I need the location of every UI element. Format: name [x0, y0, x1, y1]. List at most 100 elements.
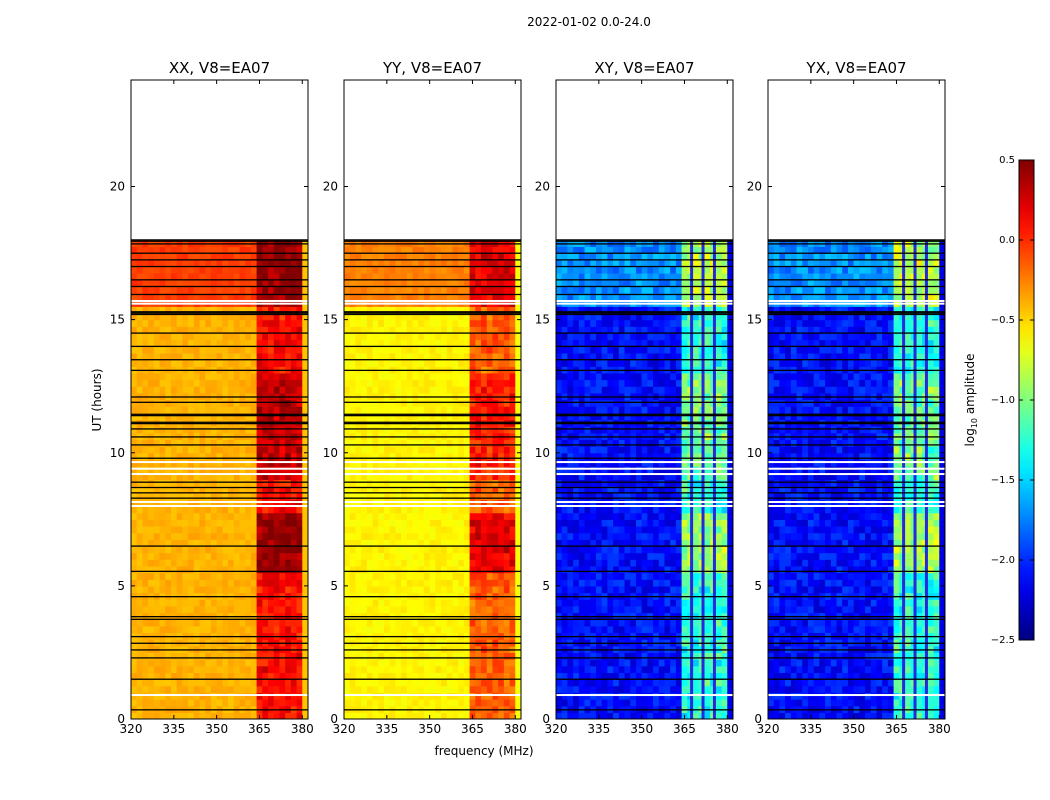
heatmap-cell	[250, 585, 258, 594]
heatmap-cell	[136, 625, 144, 634]
heatmap-cell	[441, 293, 448, 301]
heatmap-cell	[239, 359, 246, 367]
heatmap-cell	[199, 253, 206, 261]
heatmap-cell	[142, 339, 149, 347]
heatmap-cell	[389, 545, 396, 554]
heatmap-image	[131, 239, 308, 719]
heatmap-cell	[556, 605, 563, 614]
heatmap-cell	[366, 306, 374, 314]
heatmap-cell	[355, 519, 362, 527]
heatmap-cell	[216, 306, 223, 314]
heatmap-cell	[458, 312, 465, 321]
heatmap-cell	[188, 352, 195, 361]
heatmap-cell	[406, 699, 414, 707]
heatmap-cell	[296, 525, 303, 534]
heatmap-cell	[273, 399, 281, 407]
heatmap-cell	[131, 439, 138, 447]
heatmap-cell	[406, 346, 414, 354]
heatmap-cell	[395, 519, 402, 527]
heatmap-cell	[475, 439, 482, 447]
heatmap-cell	[222, 565, 229, 574]
heatmap-cell	[503, 326, 511, 334]
flagged-row	[131, 332, 308, 334]
heatmap-cell	[302, 605, 308, 614]
flagged-row	[131, 618, 308, 620]
heatmap-cell	[383, 346, 391, 354]
heatmap-cell	[503, 712, 511, 719]
heatmap-cell	[573, 699, 580, 707]
heatmap-cell	[165, 339, 172, 347]
heatmap-cell	[165, 599, 172, 607]
heatmap-cell	[469, 266, 476, 274]
heatmap-cell	[423, 293, 431, 301]
heatmap-cell	[153, 426, 161, 434]
heatmap-cell	[492, 679, 499, 687]
heatmap-cell	[406, 652, 414, 660]
heatmap-cell	[222, 532, 229, 540]
heatmap-cell	[142, 539, 149, 547]
flagged-row	[344, 473, 521, 476]
heatmap-cell	[463, 565, 471, 574]
heatmap-cell	[279, 306, 286, 314]
heatmap-cell	[366, 412, 374, 421]
heatmap-cell	[239, 712, 246, 719]
heatmap-cell	[239, 293, 246, 301]
heatmap-cell	[406, 332, 414, 341]
heatmap-cell	[498, 525, 505, 534]
heatmap-cell	[556, 286, 563, 294]
heatmap-cell	[486, 452, 494, 461]
heatmap-cell	[469, 685, 476, 693]
panel-frame	[343, 79, 522, 720]
heatmap-cell	[412, 585, 419, 594]
heatmap-cell	[401, 306, 408, 314]
heatmap-cell	[418, 619, 425, 627]
heatmap-cell	[567, 293, 574, 301]
heatmap-cell	[268, 625, 275, 634]
heatmap-cell	[389, 559, 396, 567]
heatmap-cell	[245, 273, 252, 281]
heatmap-cell	[193, 246, 201, 254]
heatmap-cell	[233, 665, 241, 674]
heatmap-cell	[556, 352, 563, 361]
heatmap-cell	[458, 552, 465, 560]
heatmap-cell	[366, 712, 374, 719]
heatmap-cell	[361, 259, 368, 267]
heatmap-cell	[515, 605, 521, 614]
heatmap-cell	[131, 386, 138, 394]
heatmap-cell	[423, 685, 431, 693]
heatmap-cell	[406, 446, 414, 454]
heatmap-cell	[435, 479, 442, 487]
heatmap-cell	[205, 306, 212, 314]
heatmap-cell	[285, 685, 292, 693]
heatmap-cell	[210, 679, 218, 687]
heatmap-cell	[556, 659, 563, 667]
heatmap-cell	[290, 312, 298, 321]
heatmap-cell	[418, 352, 425, 361]
heatmap-cell	[170, 319, 178, 327]
heatmap-cell	[131, 679, 138, 687]
heatmap-cell	[429, 659, 436, 667]
heatmap-cell	[233, 579, 241, 587]
heatmap-cell	[142, 545, 149, 554]
heatmap-cell	[355, 532, 362, 540]
heatmap-cell	[250, 372, 258, 381]
flagged-row	[344, 457, 521, 459]
heatmap-cell	[567, 253, 574, 261]
heatmap-cell	[458, 399, 465, 407]
heatmap-cell	[458, 379, 465, 387]
heatmap-cell	[165, 439, 172, 447]
heatmap-cell	[515, 326, 521, 334]
heatmap-cell	[233, 279, 241, 287]
heatmap-cell	[205, 359, 212, 367]
heatmap-cell	[176, 379, 183, 387]
heatmap-cell	[469, 406, 476, 414]
heatmap-cell	[170, 266, 178, 274]
heatmap-cell	[210, 406, 218, 414]
heatmap-cell	[355, 492, 362, 500]
heatmap-cell	[245, 452, 252, 461]
heatmap-cell	[389, 585, 396, 594]
heatmap-cell	[344, 545, 351, 554]
heatmap-cell	[349, 326, 357, 334]
heatmap-cell	[556, 406, 563, 414]
heatmap-cell	[486, 659, 494, 667]
